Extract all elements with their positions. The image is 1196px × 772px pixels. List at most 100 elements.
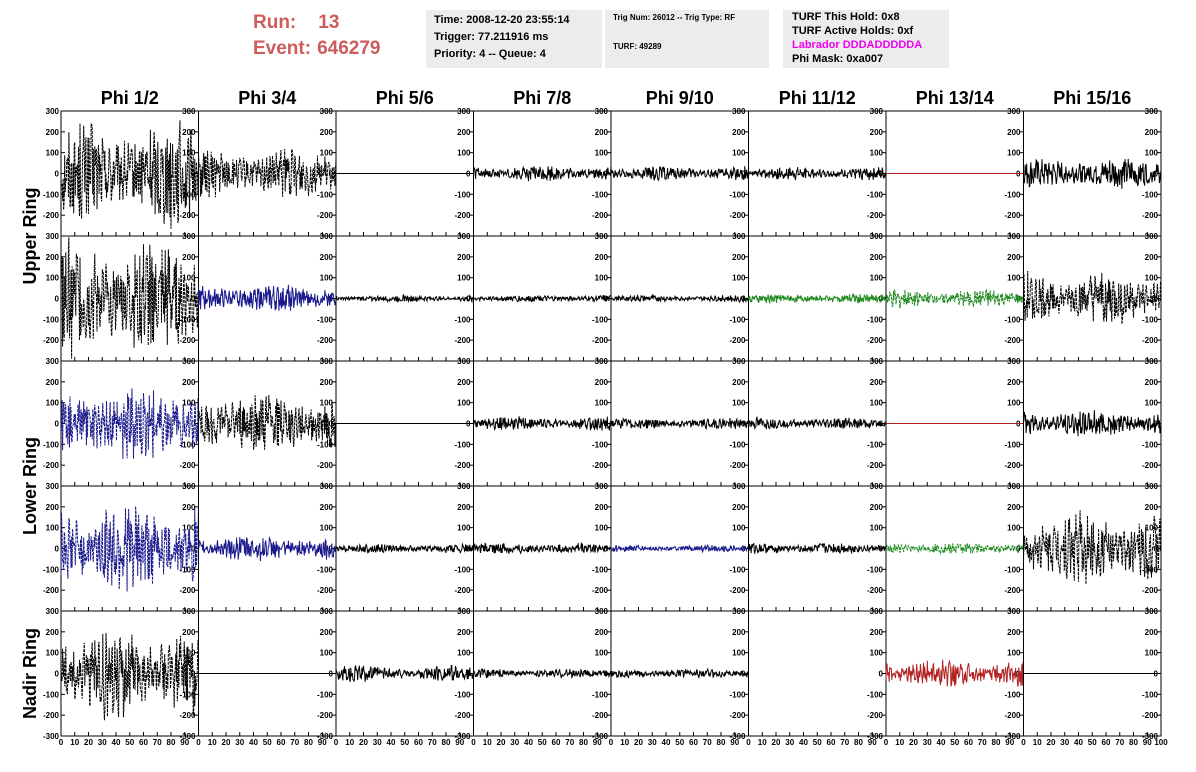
y-tick-label: 100 [1007, 149, 1021, 158]
y-tick-label: -100 [729, 315, 746, 324]
x-tick-label: 90 [730, 738, 739, 747]
waveform-trace [885, 659, 1024, 687]
x-tick-label: 30 [1060, 738, 1069, 747]
y-tick-label: 100 [182, 649, 196, 658]
y-tick-label: 0 [466, 295, 471, 304]
x-tick-label: 70 [1115, 738, 1124, 747]
y-tick-label: 200 [870, 378, 884, 387]
y-tick-label: 200 [1145, 378, 1159, 387]
y-tick-label: -100 [454, 315, 471, 324]
y-tick-label: 300 [1007, 357, 1021, 366]
y-tick-label: 200 [320, 253, 334, 262]
y-tick-label: 100 [182, 399, 196, 408]
x-tick-label: 60 [277, 738, 286, 747]
x-tick-label: 30 [923, 738, 932, 747]
y-tick-label: 200 [595, 253, 609, 262]
y-tick-label: 300 [182, 482, 196, 491]
y-tick-label: 100 [457, 274, 471, 283]
y-tick-label: -200 [1142, 461, 1159, 470]
y-tick-label: -100 [867, 690, 884, 699]
y-tick-label: 200 [870, 253, 884, 262]
y-tick-label: -100 [867, 315, 884, 324]
y-tick-label: -100 [43, 565, 60, 574]
column-title: Phi 11/12 [779, 88, 856, 108]
x-tick-label: 10 [483, 738, 492, 747]
y-tick-label: 0 [741, 545, 746, 554]
x-tick-label: 10 [70, 738, 79, 747]
y-tick-label: 100 [46, 649, 60, 658]
y-tick-label: 100 [732, 149, 746, 158]
y-tick-label: 100 [870, 524, 884, 533]
x-tick-label: 80 [1129, 738, 1138, 747]
x-tick-label: 50 [125, 738, 134, 747]
x-tick-label: 90 [180, 738, 189, 747]
y-tick-label: -100 [179, 190, 196, 199]
y-tick-label: 200 [457, 503, 471, 512]
waveform-trace [198, 395, 337, 450]
y-tick-label: 100 [320, 149, 334, 158]
x-tick-label: 80 [854, 738, 863, 747]
column-title: Phi 7/8 [513, 88, 571, 108]
y-tick-label: -200 [867, 461, 884, 470]
x-tick-label: 40 [524, 738, 533, 747]
y-tick-label: 100 [457, 149, 471, 158]
y-tick-label: -300 [1142, 732, 1159, 741]
ring-label: Upper Ring [20, 188, 40, 285]
x-tick-label: 60 [827, 738, 836, 747]
waveform-trace [60, 632, 199, 721]
waveform-trace [1023, 510, 1162, 585]
y-tick-label: -200 [43, 461, 60, 470]
x-tick-label: 40 [112, 738, 121, 747]
y-tick-label: 300 [320, 232, 334, 241]
y-tick-label: 300 [732, 357, 746, 366]
y-tick-label: -300 [1004, 732, 1021, 741]
y-tick-label: 100 [1007, 649, 1021, 658]
y-tick-label: 100 [320, 274, 334, 283]
y-tick-label: -200 [1004, 461, 1021, 470]
y-tick-label: 200 [46, 503, 60, 512]
y-tick-label: 100 [595, 399, 609, 408]
y-tick-label: -300 [454, 732, 471, 741]
y-tick-label: 0 [191, 295, 196, 304]
y-tick-label: 100 [46, 274, 60, 283]
y-tick-label: -100 [592, 440, 609, 449]
y-tick-label: 300 [732, 607, 746, 616]
y-tick-label: -300 [729, 732, 746, 741]
x-tick-label: 30 [648, 738, 657, 747]
y-tick-label: 100 [1145, 399, 1159, 408]
y-tick-label: 300 [182, 357, 196, 366]
plot-panel [60, 360, 199, 487]
x-tick-label: 90 [593, 738, 602, 747]
y-tick-label: -200 [1004, 711, 1021, 720]
y-tick-label: 200 [1145, 128, 1159, 137]
x-tick-label: 20 [84, 738, 93, 747]
y-tick-label: 300 [457, 482, 471, 491]
waveform-trace [1023, 158, 1162, 189]
y-tick-label: 300 [457, 607, 471, 616]
y-tick-label: -200 [592, 211, 609, 220]
y-tick-label: 200 [182, 628, 196, 637]
x-tick-label: 40 [799, 738, 808, 747]
x-tick-label: 20 [772, 738, 781, 747]
y-tick-label: -200 [867, 711, 884, 720]
y-tick-label: -100 [179, 565, 196, 574]
y-tick-label: 200 [457, 628, 471, 637]
y-tick-label: 200 [1007, 128, 1021, 137]
y-tick-label: -100 [1004, 565, 1021, 574]
y-tick-label: 100 [457, 649, 471, 658]
y-tick-label: -200 [317, 586, 334, 595]
y-tick-label: -300 [179, 732, 196, 741]
timing-panel: Time: 2008-12-20 23:55:14 Trigger: 77.21… [426, 10, 602, 68]
y-tick-label: -100 [1004, 315, 1021, 324]
y-tick-label: 200 [1007, 378, 1021, 387]
x-tick-label: 40 [662, 738, 671, 747]
event-number: 646279 [317, 38, 381, 59]
y-tick-label: -200 [1142, 336, 1159, 345]
y-tick-label: 100 [320, 649, 334, 658]
y-tick-label: 300 [182, 107, 196, 116]
y-tick-label: 200 [1007, 503, 1021, 512]
y-tick-label: -100 [592, 190, 609, 199]
x-tick-label: 30 [98, 738, 107, 747]
y-tick-label: 100 [732, 524, 746, 533]
y-tick-label: 300 [320, 107, 334, 116]
